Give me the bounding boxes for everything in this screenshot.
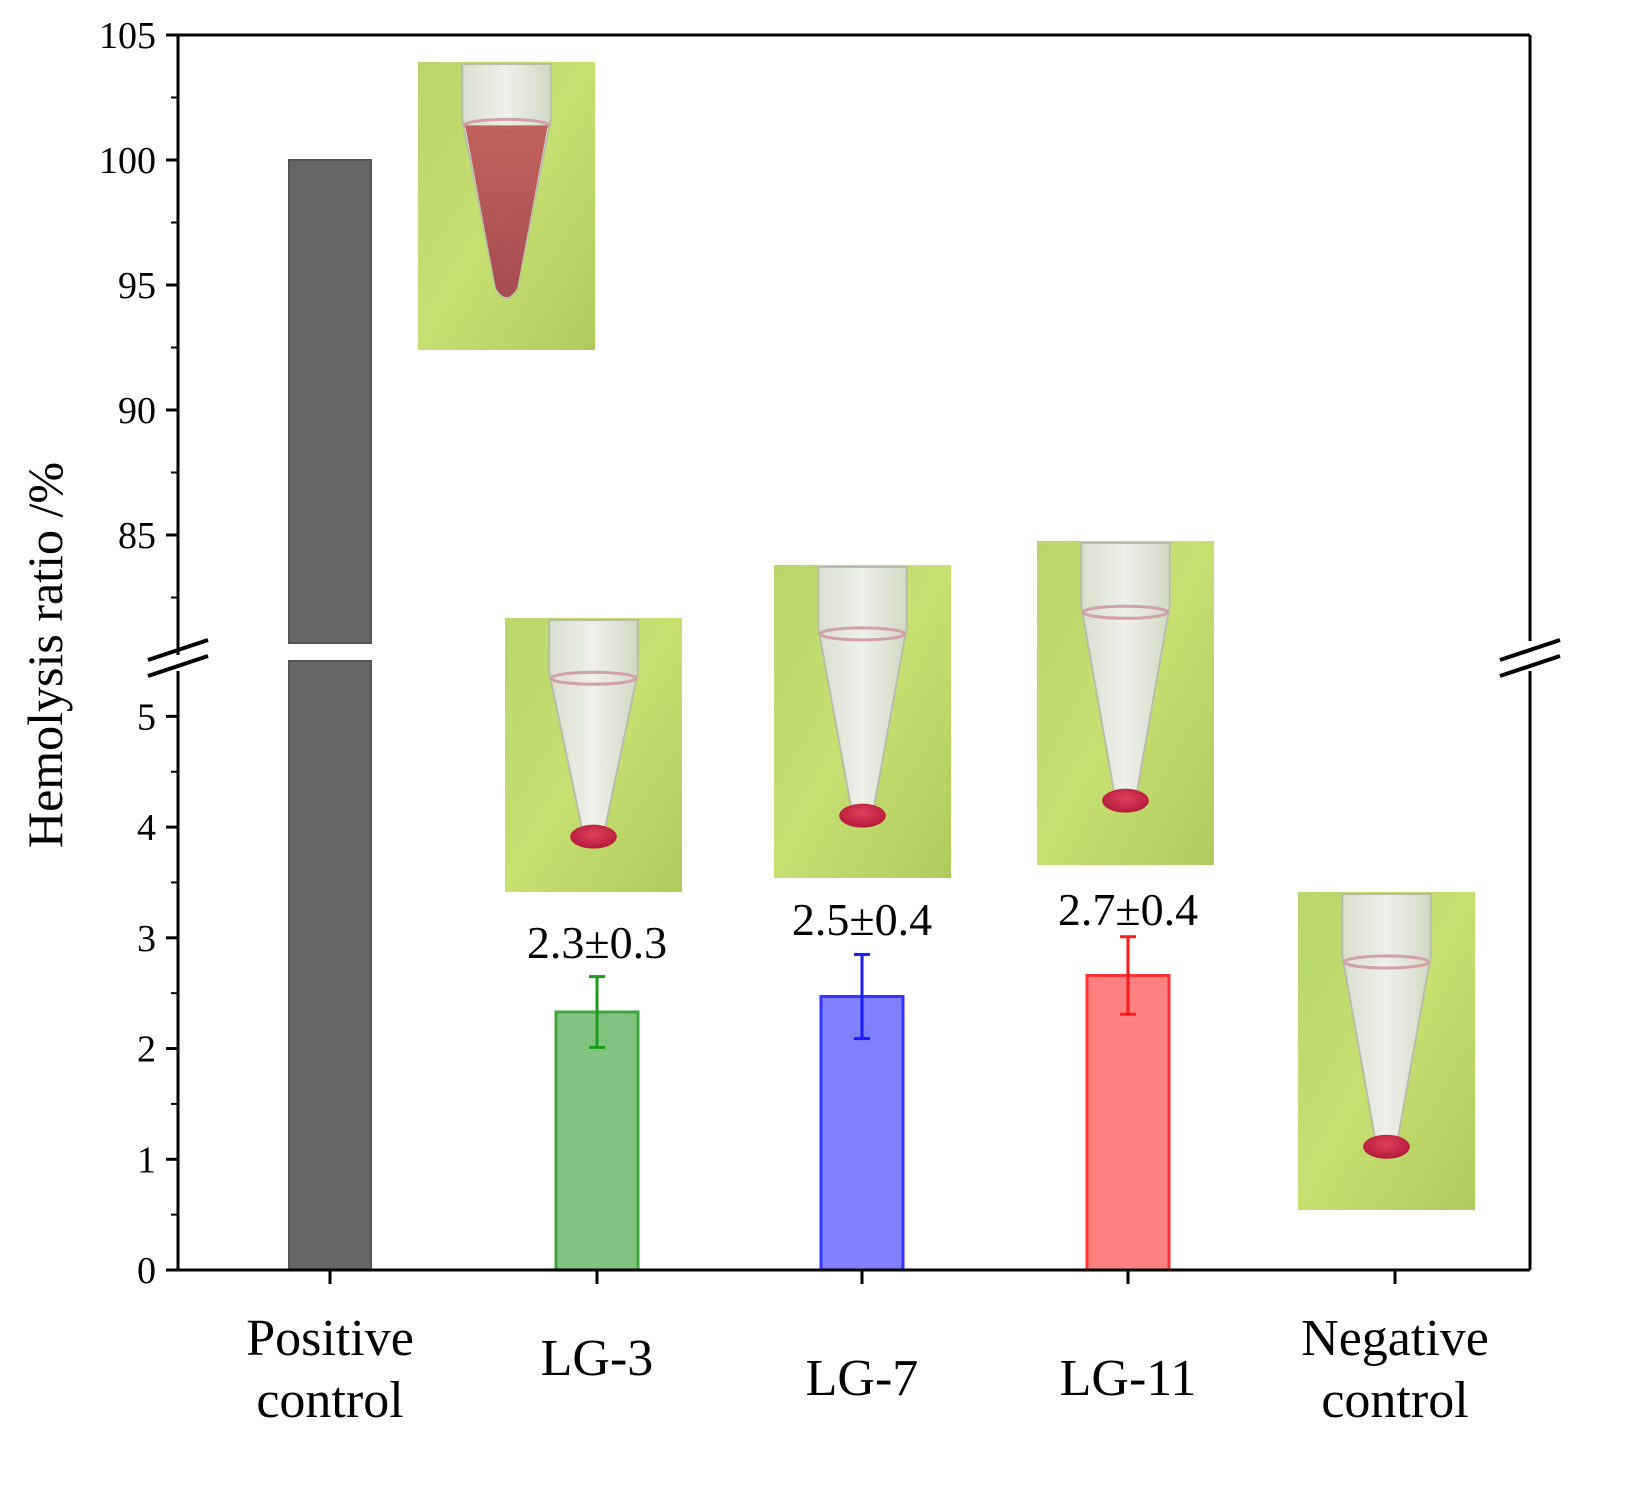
liquid-meniscus (549, 670, 638, 686)
y-tick-label-5: 5 (137, 696, 156, 738)
rbc-pellet (1102, 788, 1149, 813)
x-category-label-4: LG-11 (1060, 1350, 1197, 1407)
category-label-line: LG-11 (1060, 1350, 1197, 1407)
x-category-label-1: Positive control (246, 1310, 414, 1429)
category-label-line: Negative (1301, 1310, 1489, 1367)
axis-break-mark-left-2 (147, 654, 209, 678)
x-category-label-5: Negative control (1301, 1310, 1489, 1429)
category-label-line: LG-7 (806, 1350, 919, 1407)
rbc-pellet (570, 824, 617, 849)
category-label-line: Positive (246, 1310, 414, 1367)
bars-layer (288, 159, 1171, 1272)
axis-break-mark-right-2 (1499, 654, 1561, 678)
y-tick-label-100: 100 (99, 140, 156, 182)
tube-photo-5 (1298, 892, 1475, 1210)
y-tick-label-2: 2 (137, 1029, 156, 1071)
value-annotation-4: 2.7±0.4 (1058, 884, 1198, 935)
y-tick-label-105: 105 (99, 15, 156, 57)
axis-break-mark-left-1 (147, 638, 209, 662)
y-tick-label-1: 1 (137, 1139, 156, 1181)
value-annotation-2: 2.3±0.3 (527, 917, 667, 968)
inset-photos (418, 62, 1475, 1210)
tube-photo-4 (1037, 541, 1214, 865)
tube-photo-3 (774, 565, 951, 878)
y-tick-label-85: 85 (118, 515, 156, 557)
category-label-line: control (1321, 1372, 1468, 1429)
bar-1-upper (288, 159, 372, 644)
x-category-label-2: LG-3 (541, 1330, 654, 1387)
y-axis-label: Hemolysis ratio /% (17, 462, 73, 848)
bar-1-lower (288, 660, 372, 1271)
liquid-meniscus (1081, 604, 1170, 620)
liquid-meniscus (1342, 954, 1431, 970)
rbc-pellet (1363, 1134, 1410, 1159)
x-category-label-3: LG-7 (806, 1350, 919, 1407)
y-tick-label-0: 0 (137, 1250, 156, 1292)
tube-photo-2 (505, 618, 682, 892)
error-bars-layer (589, 935, 1136, 1049)
y-tick-label-95: 95 (118, 265, 156, 307)
y-tick-label-3: 3 (137, 918, 156, 960)
axis-break-mark-right-1 (1499, 638, 1561, 662)
rbc-pellet (839, 803, 886, 828)
axes-layer (147, 33, 1561, 1284)
liquid-meniscus (818, 626, 907, 642)
red-liquid (465, 125, 548, 298)
category-label-line: LG-3 (541, 1330, 654, 1387)
tube-photo-1 (418, 62, 595, 350)
y-tick-label-4: 4 (137, 807, 156, 849)
y-tick-label-90: 90 (118, 390, 156, 432)
category-label-line: control (256, 1372, 403, 1429)
value-annotation-3: 2.5±0.4 (792, 894, 932, 945)
bar-4 (1085, 973, 1171, 1272)
bar-2 (554, 1010, 640, 1272)
